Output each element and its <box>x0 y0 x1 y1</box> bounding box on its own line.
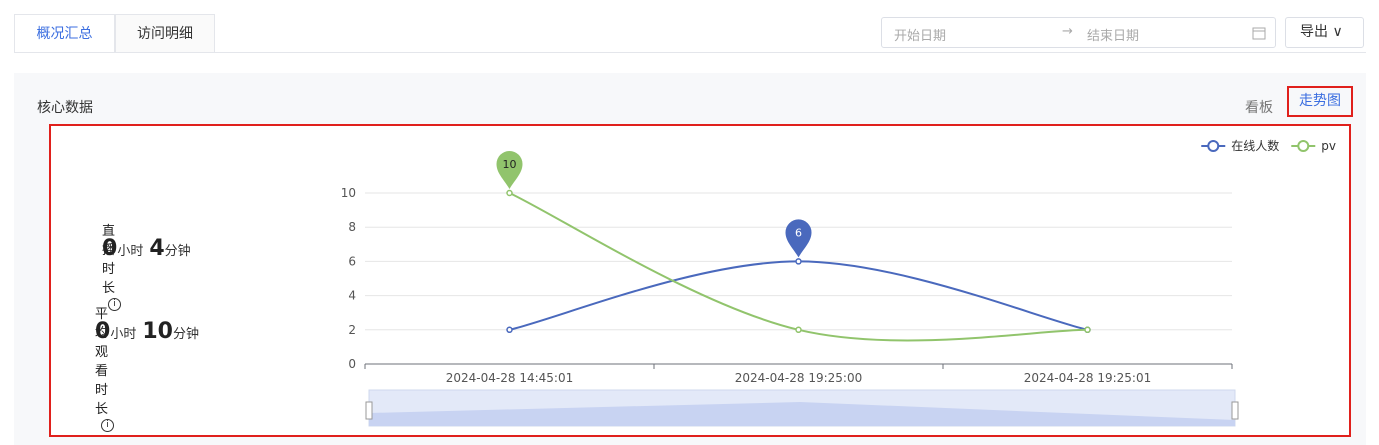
hours: 0 <box>95 319 111 344</box>
series-line <box>509 192 1088 342</box>
data-point <box>795 326 802 334</box>
unit: 分钟 <box>172 327 199 342</box>
minutes: 4 <box>149 236 165 261</box>
zoom-handle[interactable] <box>365 401 373 420</box>
y-tick-label: 4 <box>348 289 356 303</box>
arrow: → <box>1062 24 1073 39</box>
stat-value: 0小时 4分钟 <box>102 236 191 261</box>
tab[interactable]: 访问明细 <box>115 14 215 52</box>
x-tick-label: 2024-04-28 19:25:00 <box>735 371 862 385</box>
max-pin <box>496 151 523 189</box>
end-date[interactable]: 结束日期 <box>1087 29 1140 44</box>
tab[interactable]: 概况汇总 <box>14 14 115 52</box>
hours: 0 <box>102 236 118 261</box>
y-tick-label: 0 <box>348 357 356 371</box>
data-point <box>506 189 513 197</box>
date-picker[interactable]: 开始日期 → 结束日期 <box>881 17 1276 48</box>
max-pin <box>785 219 812 258</box>
export-label: 导出 <box>1300 24 1328 40</box>
y-tick-label: 10 <box>341 186 356 200</box>
stat-label: 平均观看时长i <box>95 303 114 432</box>
legend-label: 在线人数 <box>1231 138 1279 153</box>
info-icon: i <box>108 298 121 311</box>
x-tick-label: 2024-04-28 14:45:01 <box>446 371 573 385</box>
zoom-shadow <box>369 402 1235 426</box>
x-tick-label: 2024-04-28 19:25:01 <box>1024 371 1151 385</box>
calendar-icon <box>1252 27 1266 40</box>
y-tick-label: 6 <box>348 254 356 268</box>
legend-marker <box>1207 140 1220 152</box>
data-point <box>506 326 513 334</box>
start-date[interactable]: 开始日期 <box>894 29 947 44</box>
info-icon: i <box>101 419 114 432</box>
unit: 小时 <box>117 244 144 259</box>
max-label: 10 <box>503 158 517 171</box>
stat-label: 直播时长i <box>102 220 121 311</box>
view-option[interactable]: 看板 <box>1245 100 1273 116</box>
section-title: 核心数据 <box>37 100 93 116</box>
stat-value: 0小时 10分钟 <box>95 319 199 344</box>
minutes: 10 <box>142 319 173 344</box>
unit: 分钟 <box>164 244 191 259</box>
y-tick-label: 8 <box>348 220 356 234</box>
data-point <box>795 258 802 265</box>
max-label: 6 <box>795 226 802 239</box>
tab-line <box>14 52 1366 53</box>
legend-label: pv <box>1321 139 1336 153</box>
zoom-handle[interactable] <box>1231 401 1239 420</box>
export-button[interactable]: 导出 ∨ <box>1285 17 1364 48</box>
legend-marker <box>1297 140 1310 152</box>
data-point <box>1084 326 1091 334</box>
y-tick-label: 2 <box>348 323 356 337</box>
chart-box <box>49 124 1351 437</box>
unit: 小时 <box>110 327 137 342</box>
view-option[interactable]: 走势图 <box>1287 86 1353 117</box>
